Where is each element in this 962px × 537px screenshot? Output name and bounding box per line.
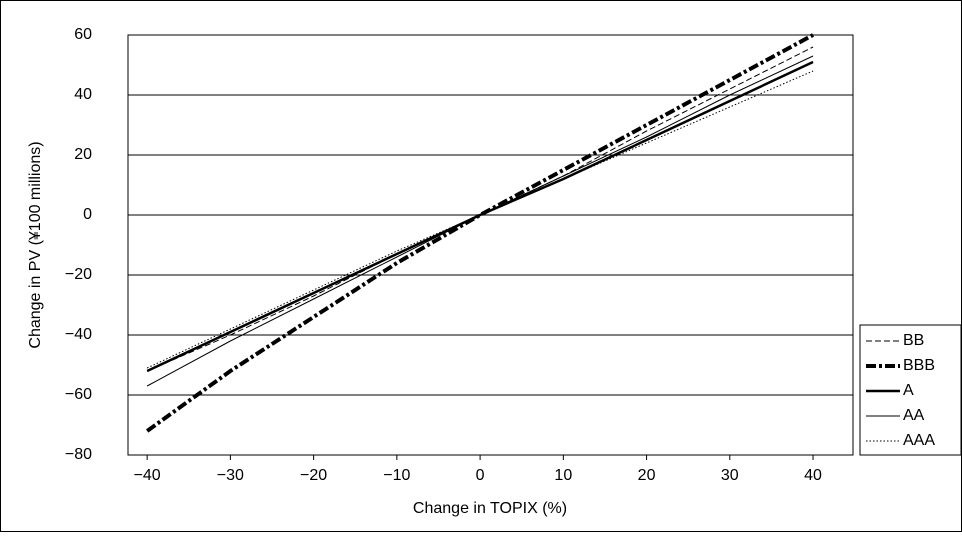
y-tick-label: −60: [65, 386, 92, 403]
series-line: [146, 60, 814, 373]
x-tick-label: −20: [300, 467, 327, 484]
legend-label: AAA: [903, 432, 935, 449]
x-tick-label: −30: [217, 467, 244, 484]
series-line: [145, 33, 814, 433]
y-tick-label: −20: [65, 266, 92, 283]
legend-label: BB: [903, 332, 924, 349]
y-tick-label: 60: [74, 26, 92, 43]
x-axis-label: Change in TOPIX (%): [413, 500, 567, 517]
x-tick-label: −10: [383, 467, 410, 484]
series-line: [146, 55, 814, 387]
x-tick-label: 40: [804, 467, 822, 484]
x-tick-label: 0: [476, 467, 485, 484]
x-tick-label: 30: [721, 467, 739, 484]
y-axis-label: Change in PV (¥100 millions): [27, 141, 44, 348]
y-tick-label: 20: [74, 146, 92, 163]
series-line: [146, 70, 814, 369]
x-tick-label: 20: [638, 467, 656, 484]
series-line: [146, 46, 814, 372]
plot-area: [127, 34, 854, 456]
legend-label: A: [903, 382, 914, 399]
x-tick-label: −40: [134, 467, 161, 484]
legend-label: BBB: [903, 357, 935, 374]
legend-label: AA: [903, 407, 925, 424]
y-tick-label: −80: [65, 446, 92, 463]
x-tick-label: 10: [554, 467, 572, 484]
y-tick-label: 0: [83, 206, 92, 223]
y-tick-label: 40: [74, 86, 92, 103]
y-tick-label: −40: [65, 326, 92, 343]
